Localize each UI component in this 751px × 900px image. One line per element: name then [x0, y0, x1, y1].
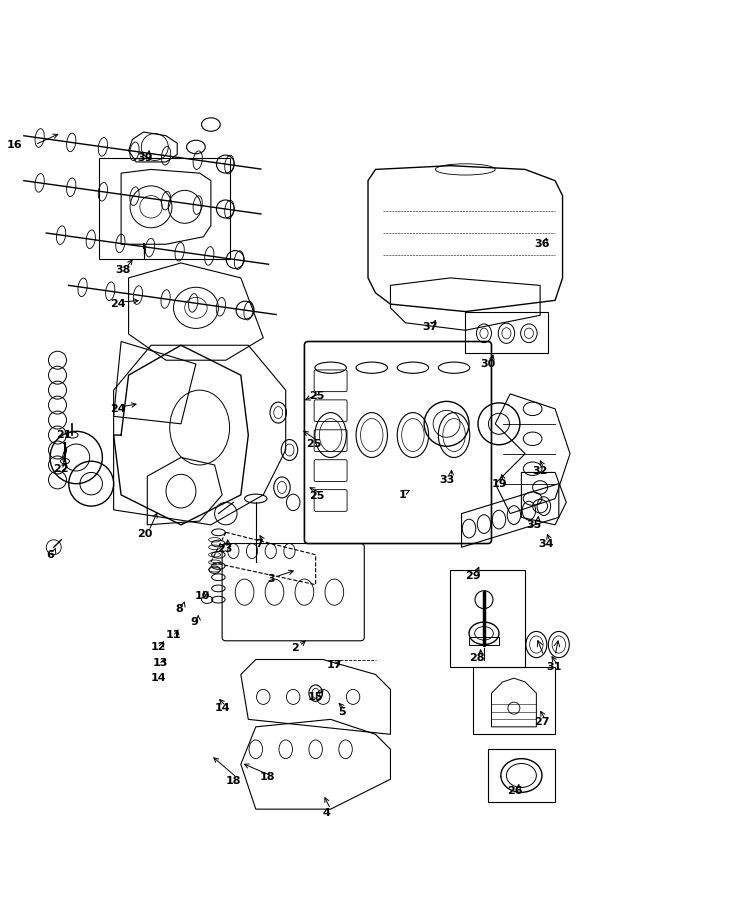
Text: 18: 18: [259, 772, 275, 782]
Text: 25: 25: [306, 439, 322, 449]
Text: 1: 1: [399, 490, 406, 500]
Text: 4: 4: [323, 808, 330, 818]
Text: 31: 31: [546, 662, 561, 672]
Text: 18: 18: [225, 776, 241, 786]
Text: 39: 39: [137, 153, 152, 163]
Text: 14: 14: [214, 703, 230, 713]
Text: 35: 35: [526, 520, 541, 530]
Text: 9: 9: [191, 617, 198, 627]
Text: 37: 37: [422, 322, 438, 332]
Text: 28: 28: [469, 653, 485, 663]
Bar: [466, 311, 547, 353]
Text: 24: 24: [110, 299, 126, 309]
Text: 24: 24: [110, 404, 126, 414]
Text: 10: 10: [195, 591, 210, 601]
Text: 17: 17: [327, 661, 342, 670]
Text: 29: 29: [465, 571, 481, 580]
Text: 23: 23: [217, 544, 232, 554]
Text: 25: 25: [309, 392, 325, 401]
Text: 3: 3: [267, 573, 275, 584]
Text: 7: 7: [255, 538, 264, 548]
Text: 6: 6: [46, 550, 54, 560]
Bar: [451, 570, 525, 667]
Bar: [473, 667, 555, 734]
Text: 19: 19: [492, 480, 508, 490]
Bar: [98, 158, 230, 259]
Text: 15: 15: [308, 692, 324, 702]
Text: 30: 30: [480, 359, 496, 369]
Text: 11: 11: [166, 630, 181, 640]
Text: 14: 14: [151, 673, 166, 683]
Text: 13: 13: [152, 658, 167, 668]
Bar: [487, 750, 555, 802]
Text: 33: 33: [439, 475, 455, 485]
Text: 21: 21: [56, 430, 71, 440]
Text: 32: 32: [532, 466, 547, 476]
Text: 38: 38: [115, 266, 130, 275]
Text: 26: 26: [507, 787, 523, 796]
Text: 5: 5: [338, 706, 345, 717]
Text: 36: 36: [534, 239, 549, 249]
Text: 34: 34: [538, 538, 553, 548]
Text: 20: 20: [137, 529, 152, 539]
Text: 25: 25: [309, 491, 325, 501]
Text: 8: 8: [176, 604, 183, 614]
Text: 22: 22: [53, 464, 69, 474]
Text: 27: 27: [534, 716, 549, 726]
Text: 16: 16: [7, 140, 23, 149]
Text: 12: 12: [151, 642, 166, 652]
Text: 2: 2: [291, 644, 300, 653]
